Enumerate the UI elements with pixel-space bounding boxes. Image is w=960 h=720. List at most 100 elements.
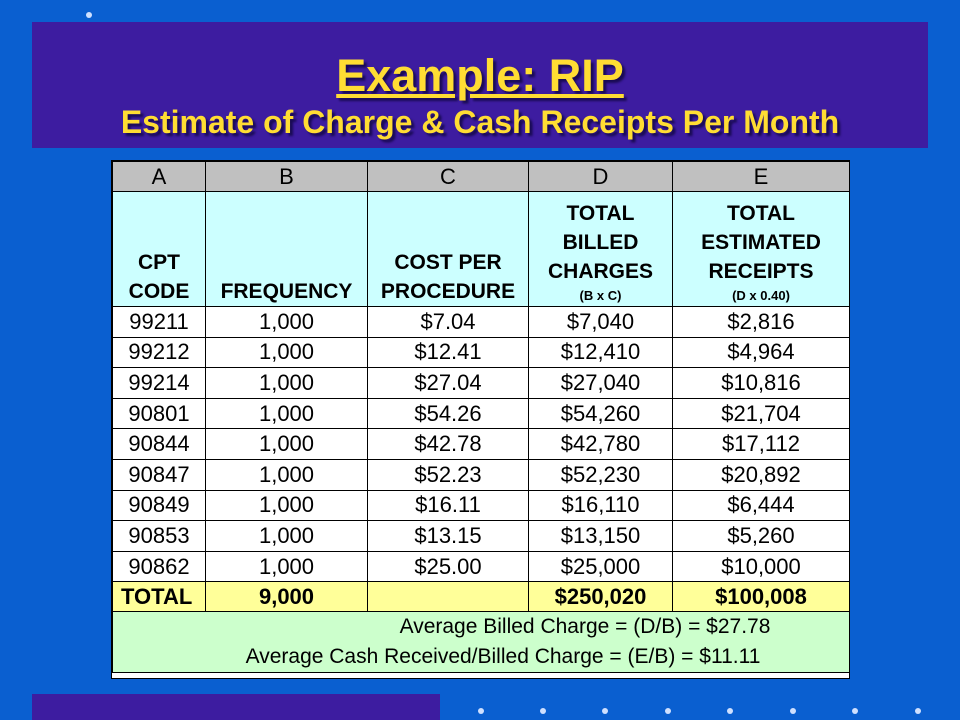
cost-cell: $16.11 xyxy=(367,489,529,522)
total-billed: $250,020 xyxy=(528,581,673,613)
column-letter: D xyxy=(528,161,673,192)
spreadsheet: A B C D E CPT CODE FREQUENCY COST PER PR… xyxy=(111,160,850,679)
table-row: 90862 1,000 $25.00 $25,000 $10,000 xyxy=(112,550,850,583)
total-receipts: $100,008 xyxy=(672,581,850,613)
decorative-dot xyxy=(540,708,546,714)
frequency-cell: 1,000 xyxy=(205,428,368,460)
column-letter: E xyxy=(672,161,850,192)
cost-cell: $25.00 xyxy=(367,550,529,583)
frequency-cell: 1,000 xyxy=(205,550,368,583)
decorative-dot xyxy=(852,708,858,714)
billed-cell: $13,150 xyxy=(528,520,673,552)
receipts-cell: $4,964 xyxy=(672,336,850,369)
total-cost-empty xyxy=(367,581,529,613)
frequency-cell: 1,000 xyxy=(205,367,368,399)
header-line: ESTIMATED xyxy=(701,231,821,254)
header-line: CODE xyxy=(128,280,190,303)
frequency-cell: 1,000 xyxy=(205,397,368,430)
header-line: BILLED xyxy=(562,231,639,254)
billed-cell: $42,780 xyxy=(528,428,673,460)
decorative-dot xyxy=(478,708,484,714)
receipts-cell: $6,444 xyxy=(672,489,850,522)
decorative-dot xyxy=(86,12,92,18)
table-row: 90853 1,000 $13.15 $13,150 $5,260 xyxy=(112,520,850,552)
average-cash-received: Average Cash Received/Billed Charge = (E… xyxy=(245,645,761,669)
receipts-cell: $2,816 xyxy=(672,306,850,338)
header-line: CPT xyxy=(138,251,180,274)
header-line: TOTAL xyxy=(566,202,635,225)
cpt-code-cell: 90862 xyxy=(112,550,206,583)
frequency-cell: 1,000 xyxy=(205,336,368,369)
table-row: 99211 1,000 $7.04 $7,040 $2,816 xyxy=(112,306,850,338)
table-row: 99212 1,000 $12.41 $12,410 $4,964 xyxy=(112,336,850,369)
billed-cell: $27,040 xyxy=(528,367,673,399)
title-banner: Example: RIP Estimate of Charge & Cash R… xyxy=(32,22,928,148)
decorative-dot xyxy=(602,708,608,714)
frequency-cell: 1,000 xyxy=(205,520,368,552)
receipts-cell: $17,112 xyxy=(672,428,850,460)
cpt-code-cell: 90844 xyxy=(112,428,206,460)
decorative-dot xyxy=(727,708,733,714)
total-frequency: 9,000 xyxy=(205,581,368,613)
header-formula: (B x C) xyxy=(579,288,622,303)
frequency-cell: 1,000 xyxy=(205,489,368,522)
frequency-cell: 1,000 xyxy=(205,306,368,338)
decorative-dot xyxy=(915,708,921,714)
cpt-code-cell: 99214 xyxy=(112,367,206,399)
header-formula: (D x 0.40) xyxy=(732,288,790,303)
slide-subtitle: Estimate of Charge & Cash Receipts Per M… xyxy=(120,104,840,140)
billed-cell: $25,000 xyxy=(528,550,673,583)
column-letter-row: A B C D E xyxy=(112,161,850,192)
header-line: RECEIPTS xyxy=(708,260,814,283)
billed-cell: $12,410 xyxy=(528,336,673,369)
receipts-cell: $20,892 xyxy=(672,458,850,491)
frequency-cell: 1,000 xyxy=(205,458,368,491)
column-header-row: CPT CODE FREQUENCY COST PER PROCEDURE TO… xyxy=(112,191,850,307)
column-letter: C xyxy=(367,161,529,192)
header-line: FREQUENCY xyxy=(220,280,353,303)
cpt-code-cell: 99211 xyxy=(112,306,206,338)
billed-cell: $16,110 xyxy=(528,489,673,522)
cost-cell: $12.41 xyxy=(367,336,529,369)
averages-cell: Average Billed Charge = (D/B) = $27.78 A… xyxy=(112,611,850,674)
header-total-billed-charges: TOTAL BILLED CHARGES (B x C) xyxy=(528,191,673,307)
slide-title: Example: RIP xyxy=(336,50,624,101)
cpt-code-cell: 90853 xyxy=(112,520,206,552)
billed-cell: $52,230 xyxy=(528,458,673,491)
receipts-cell: $10,000 xyxy=(672,550,850,583)
average-billed-charge: Average Billed Charge = (D/B) = $27.78 xyxy=(399,615,771,639)
receipts-cell: $21,704 xyxy=(672,397,850,430)
cpt-code-cell: 90801 xyxy=(112,397,206,430)
charge-table: A B C D E CPT CODE FREQUENCY COST PER PR… xyxy=(112,161,850,674)
cpt-code-cell: 90847 xyxy=(112,458,206,491)
total-row: TOTAL 9,000 $250,020 $100,008 xyxy=(112,581,850,613)
total-label: TOTAL xyxy=(112,581,206,613)
cost-cell: $13.15 xyxy=(367,520,529,552)
table-row: 90849 1,000 $16.11 $16,110 $6,444 xyxy=(112,489,850,522)
header-line: TOTAL xyxy=(726,202,796,225)
table-row: 90801 1,000 $54.26 $54,260 $21,704 xyxy=(112,397,850,430)
header-line: COST PER xyxy=(394,251,502,274)
table-row: 90844 1,000 $42.78 $42,780 $17,112 xyxy=(112,428,850,460)
header-total-estimated-receipts: TOTAL ESTIMATED RECEIPTS (D x 0.40) xyxy=(672,191,850,307)
cpt-code-cell: 90849 xyxy=(112,489,206,522)
billed-cell: $54,260 xyxy=(528,397,673,430)
header-cpt-code: CPT CODE xyxy=(112,191,206,307)
cost-cell: $54.26 xyxy=(367,397,529,430)
receipts-cell: $10,816 xyxy=(672,367,850,399)
footer-bar xyxy=(32,694,440,720)
table-row: 99214 1,000 $27.04 $27,040 $10,816 xyxy=(112,367,850,399)
column-letter: A xyxy=(112,161,206,192)
cost-cell: $52.23 xyxy=(367,458,529,491)
table-row: 90847 1,000 $52.23 $52,230 $20,892 xyxy=(112,458,850,491)
column-letter: B xyxy=(205,161,368,192)
decorative-dot xyxy=(665,708,671,714)
averages-row: Average Billed Charge = (D/B) = $27.78 A… xyxy=(112,611,850,674)
cost-cell: $7.04 xyxy=(367,306,529,338)
decorative-dot xyxy=(790,708,796,714)
header-frequency: FREQUENCY xyxy=(205,191,368,307)
header-cost-per-procedure: COST PER PROCEDURE xyxy=(367,191,529,307)
cost-cell: $42.78 xyxy=(367,428,529,460)
cost-cell: $27.04 xyxy=(367,367,529,399)
billed-cell: $7,040 xyxy=(528,306,673,338)
